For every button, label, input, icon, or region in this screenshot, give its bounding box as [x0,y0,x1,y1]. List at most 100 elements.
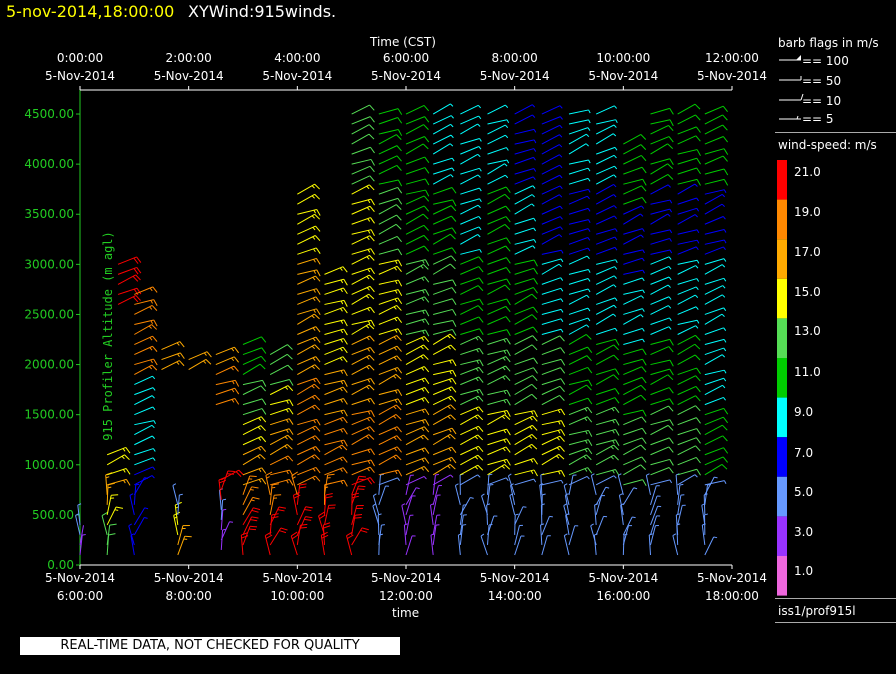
wind-barb-flag [531,104,536,108]
speed-label: 21.0 [794,165,821,179]
wind-barb [405,495,413,516]
wind-barb-flag [340,339,344,343]
wind-barb [269,444,288,456]
wind-barb [487,389,508,396]
wind-barb [623,196,643,205]
wind-barb [650,387,670,396]
wind-barb-flag [395,204,402,210]
wind-barb-flag [176,342,180,346]
wind-barb [378,297,398,305]
wind-barb-flag [394,329,398,333]
wind-barb-flag [312,337,316,342]
wind-barb [541,318,562,325]
wind-barb [133,517,145,536]
wind-barb [704,124,723,135]
wind-barb-flag [669,479,673,484]
wind-barb [568,366,588,376]
wind-barb-flag [668,467,674,474]
wind-barb [514,227,534,235]
wind-barb [215,387,235,396]
wind-barb-flag [696,239,700,244]
wind-barb-flag [450,123,454,128]
wind-barb [372,505,380,526]
wind-barb-flag [696,167,701,175]
wind-barb [297,418,317,426]
wind-barb-flag [723,339,727,343]
wind-barb [460,153,478,165]
wind-barb-flag [451,157,455,162]
wind-barb-flag [452,359,457,367]
wind-barb [650,424,669,436]
wind-barb [623,155,642,165]
wind-barb [351,235,370,245]
x-top-tick-time: 2:00:00 [166,51,212,65]
wind-barb-flag [304,518,312,521]
wind-barb-flag [231,388,235,393]
wind-barb-flag [668,346,674,353]
wind-barb-flag [121,455,125,460]
wind-barb-flag [695,246,699,250]
wind-barb [487,524,490,545]
wind-barb [460,277,480,285]
wind-barb [269,506,280,526]
wind-barb [595,165,615,175]
wind-barb-flag [315,225,321,232]
wind-barb [269,527,282,546]
wind-barb [351,306,371,315]
wind-barb [242,425,262,436]
wind-barb-flag [478,376,484,383]
wind-barb-flag [424,419,430,426]
wind-barb-flag [311,406,316,410]
wind-barb-flag [314,213,321,220]
wind-barb-flag [299,486,307,489]
wind-barb [541,205,561,215]
wind-barb [704,216,724,225]
wind-barb-flag [370,378,375,385]
wind-barb-flag [284,436,288,440]
wind-barb [106,484,109,505]
wind-barb [460,445,479,456]
wind-barb-flag [421,448,425,453]
wind-barb [432,255,452,265]
wind-barb [487,446,507,456]
wind-barb [405,195,425,205]
wind-barb-flag [694,183,698,187]
wind-barb-flag [149,306,153,310]
wind-barb [405,377,426,386]
wind-barb [541,298,562,305]
wind-barb-flag [447,415,451,420]
wind-barb [378,328,399,335]
wind-barb-flag [612,429,615,434]
wind-barb [677,474,696,486]
wind-barb [378,355,398,366]
wind-barb [595,475,615,486]
wind-barb-flag [397,328,403,335]
wind-barb-flag [721,313,725,317]
wind-barb-flag [421,420,425,424]
wind-barb-flag [421,367,425,371]
wind-barb-flag [478,348,484,355]
wind-barb-flag [477,305,484,312]
wind-barb-flag [343,319,348,327]
wind-barb-flag [314,183,320,190]
wind-barb-flag [506,237,511,244]
wind-barb-flag [478,226,482,231]
wind-barb-flag [315,326,321,333]
wind-barb [242,408,263,416]
wind-barb [650,256,670,265]
wind-barb [704,484,708,505]
wind-barb-flag [641,197,647,204]
wind-barb [351,248,371,255]
wind-barb-flag [423,366,430,373]
wind-barb-flag [641,205,645,209]
wind-barb-flag [340,429,344,433]
wind-barb-flag [289,479,294,486]
wind-barb [346,535,353,556]
wind-barb [405,329,426,335]
wind-barb [677,417,697,426]
wind-barb-flag [205,359,212,365]
wind-barb [218,489,222,510]
wind-barb [568,167,589,175]
wind-barb [595,406,615,416]
wind-barb-flag [502,376,506,380]
